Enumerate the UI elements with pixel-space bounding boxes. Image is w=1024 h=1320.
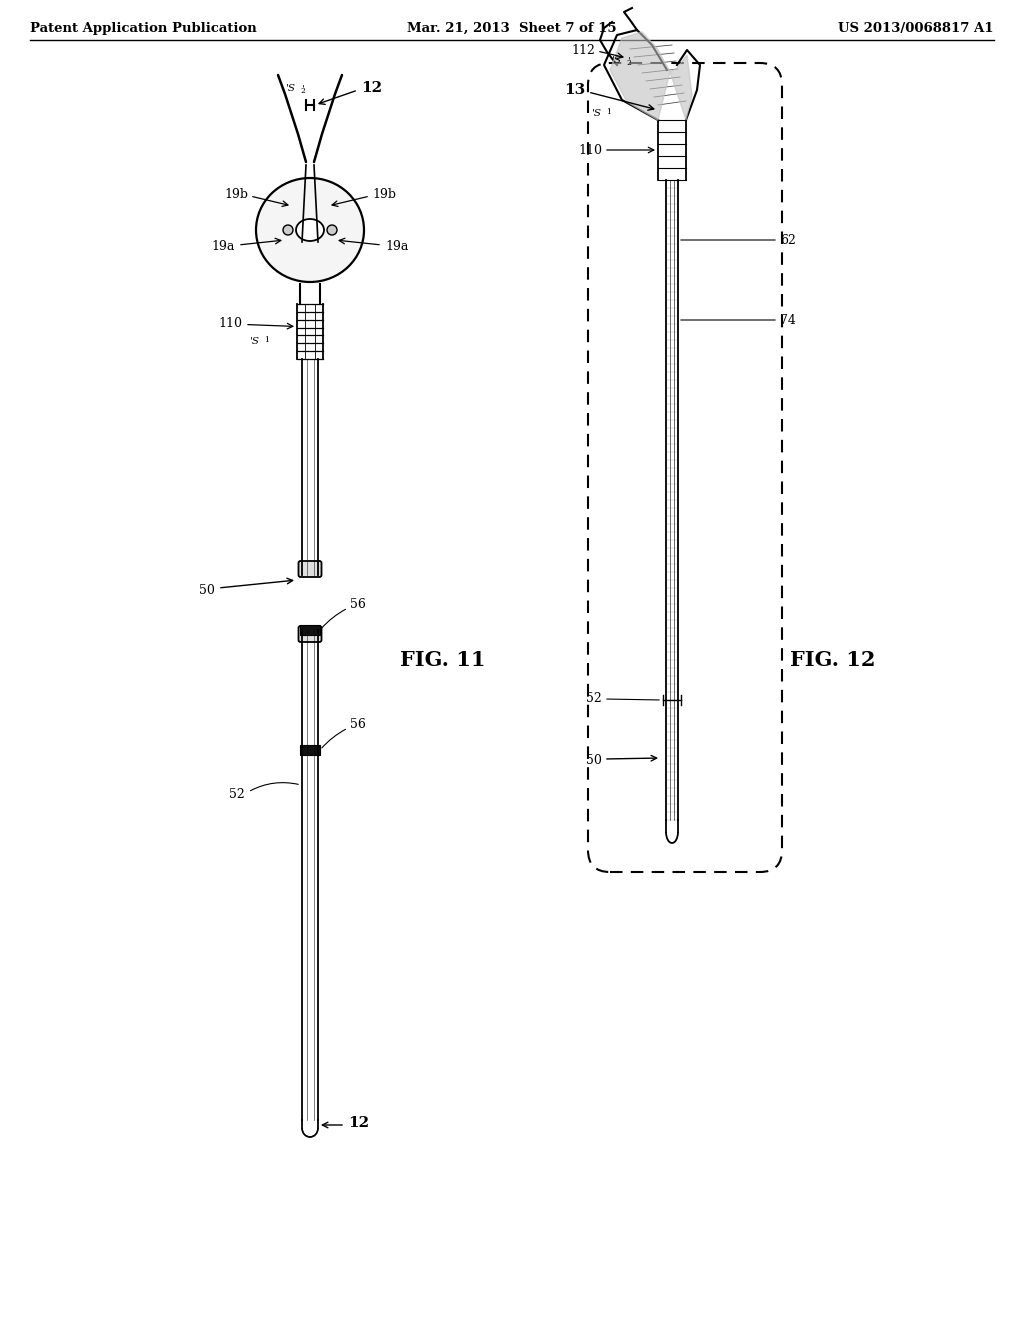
Text: 110: 110 — [578, 144, 602, 157]
Text: Mar. 21, 2013  Sheet 7 of 15: Mar. 21, 2013 Sheet 7 of 15 — [408, 22, 616, 36]
Text: 56: 56 — [350, 718, 366, 731]
Text: ': ' — [608, 108, 610, 117]
Text: 2: 2 — [300, 87, 305, 95]
Text: 'S: 'S — [286, 84, 296, 92]
Text: 19b: 19b — [372, 187, 396, 201]
FancyBboxPatch shape — [299, 561, 322, 577]
FancyBboxPatch shape — [299, 626, 322, 642]
Bar — [300, 744, 319, 755]
Polygon shape — [610, 32, 692, 120]
Text: 12: 12 — [348, 1115, 369, 1130]
Text: 'S: 'S — [612, 55, 622, 65]
Ellipse shape — [296, 219, 324, 242]
Circle shape — [327, 224, 337, 235]
Text: 1: 1 — [606, 108, 611, 116]
Text: 50: 50 — [586, 754, 602, 767]
Bar — [300, 624, 319, 635]
Text: 'S: 'S — [592, 108, 602, 117]
Text: ': ' — [266, 337, 268, 346]
Text: 110: 110 — [218, 317, 242, 330]
Text: ': ' — [302, 84, 305, 92]
Text: 2: 2 — [626, 59, 631, 67]
Text: 12: 12 — [361, 81, 382, 95]
Text: 19b: 19b — [224, 187, 248, 201]
Text: 52: 52 — [229, 788, 245, 801]
Text: US 2013/0068817 A1: US 2013/0068817 A1 — [839, 22, 994, 36]
Text: 19a: 19a — [385, 239, 409, 252]
Text: 52: 52 — [587, 692, 602, 705]
Text: FIG. 12: FIG. 12 — [790, 649, 876, 671]
Ellipse shape — [256, 178, 364, 282]
Text: 1: 1 — [264, 337, 269, 345]
Text: 'S: 'S — [250, 337, 260, 346]
Text: 13: 13 — [564, 83, 585, 96]
Text: Patent Application Publication: Patent Application Publication — [30, 22, 257, 36]
Text: 74: 74 — [780, 314, 796, 326]
Text: 62: 62 — [780, 234, 796, 247]
Text: FIG. 11: FIG. 11 — [400, 649, 485, 671]
Text: 50: 50 — [199, 583, 215, 597]
Text: 19a: 19a — [212, 239, 234, 252]
Text: 112: 112 — [571, 44, 595, 57]
Text: ': ' — [628, 55, 631, 65]
Circle shape — [283, 224, 293, 235]
Text: 56: 56 — [350, 598, 366, 611]
